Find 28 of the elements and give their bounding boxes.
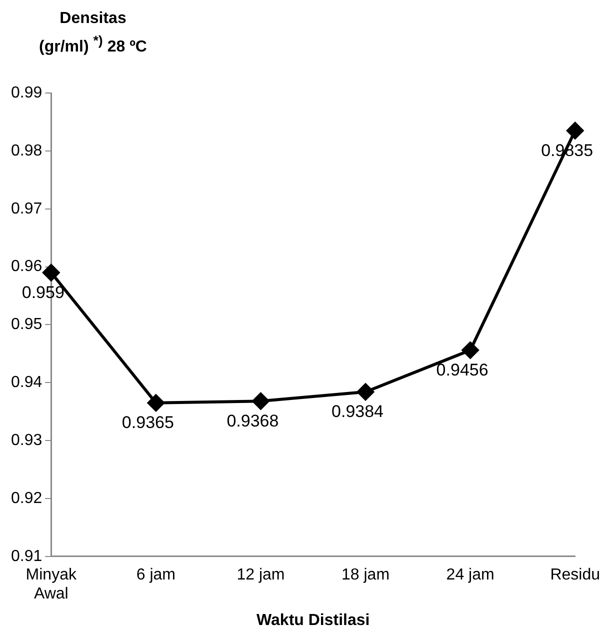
y-axis-title: Densitas (gr/ml) $^{*)}$ 28 ºC — [38, 9, 148, 58]
data-label: 0.9365 — [122, 413, 174, 432]
x-axis-title: Waktu Distilasi — [256, 612, 370, 629]
y-tick-label: 0.92 — [11, 490, 42, 507]
y-tick-label: 0.95 — [11, 316, 42, 334]
x-tick-label: 24 jam — [446, 566, 494, 584]
point — [357, 383, 374, 400]
data-label: 0.9384 — [332, 402, 384, 422]
x-tick-label: 12 jam — [236, 566, 285, 584]
y-tick-label: 0.97 — [11, 200, 42, 218]
y-tick-label: 0.91 — [11, 548, 42, 565]
y-tick-label: 0.98 — [11, 142, 42, 160]
data-label: 0.9368 — [226, 411, 279, 430]
y-tick-label: 0.99 — [11, 84, 42, 102]
point — [42, 264, 60, 282]
y-tick-label: 0.94 — [11, 374, 42, 392]
point — [147, 394, 164, 412]
data-label: 0.959 — [22, 282, 64, 302]
y-tick-label: 0.96 — [11, 258, 42, 276]
point — [252, 392, 270, 410]
x-tick-label: Minyak Awal — [26, 566, 78, 603]
point — [462, 342, 479, 359]
x-tick-label: 18 jam — [342, 566, 390, 584]
x-tick-label: Residu — [550, 566, 600, 584]
data-label: 0.9456 — [436, 360, 488, 380]
y-tick-label: 0.93 — [11, 432, 42, 449]
x-tick-label: 6 jam — [136, 566, 176, 584]
point — [566, 122, 584, 140]
